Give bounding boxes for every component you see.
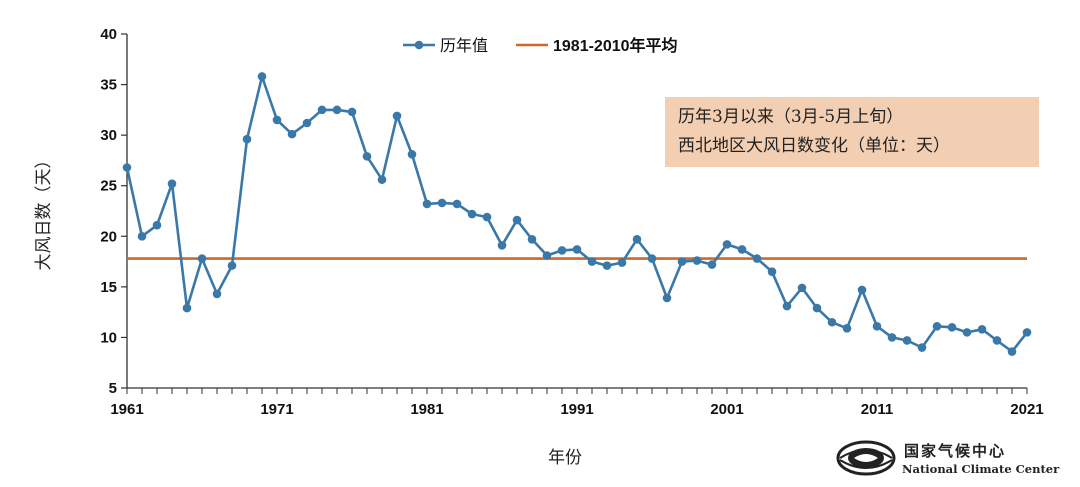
data-point — [602, 261, 612, 270]
data-point — [152, 220, 162, 230]
data-point — [692, 256, 702, 265]
data-point — [497, 241, 507, 250]
data-point — [452, 199, 462, 209]
data-point — [437, 198, 447, 208]
data-point — [1022, 328, 1032, 337]
y-tick-label: 5 — [109, 380, 117, 397]
data-point — [647, 254, 657, 263]
data-point — [317, 105, 327, 115]
x-tick-label: 2021 — [1010, 401, 1043, 418]
data-point — [227, 261, 237, 270]
x-tick-label: 1991 — [560, 401, 593, 418]
data-point — [992, 336, 1002, 345]
data-point — [767, 267, 777, 276]
data-point — [707, 260, 717, 269]
data-point — [752, 254, 762, 263]
y-tick-label: 30 — [100, 127, 117, 144]
data-point — [272, 115, 282, 125]
y-tick-label: 10 — [100, 329, 117, 346]
y-tick-label: 25 — [100, 178, 117, 195]
data-point — [512, 215, 522, 225]
data-point — [797, 283, 807, 293]
data-point — [1007, 347, 1017, 356]
y-tick-label: 15 — [100, 279, 117, 296]
logo-name-en: National Climate Center — [902, 462, 1060, 476]
data-point — [932, 322, 942, 331]
data-point — [287, 129, 297, 139]
data-point — [257, 72, 267, 81]
annotation-line-2: 西北地区大风日数变化（单位：天） — [678, 136, 950, 156]
data-point — [407, 150, 417, 159]
x-tick-label: 2001 — [710, 401, 743, 418]
ncc-logo: 国家气候中心 National Climate Center — [834, 438, 1059, 482]
y-tick-label: 35 — [100, 77, 117, 94]
y-tick-label: 40 — [100, 26, 117, 43]
data-point — [137, 231, 147, 241]
legend-marker-annual — [414, 40, 424, 50]
logo-name-cn: 国家气候中心 — [904, 442, 1007, 460]
data-point — [962, 328, 972, 337]
data-point — [737, 245, 747, 254]
data-point — [902, 336, 912, 345]
data-point — [662, 293, 672, 303]
legend-label-annual: 历年值 — [440, 36, 488, 55]
data-point — [182, 303, 192, 313]
data-point — [392, 111, 402, 121]
data-point — [557, 246, 567, 255]
data-point — [242, 134, 252, 144]
data-point — [467, 209, 477, 219]
data-point — [722, 240, 732, 249]
data-point — [377, 175, 387, 184]
data-point — [827, 317, 837, 327]
data-point — [332, 105, 342, 115]
data-point — [947, 323, 957, 332]
x-axis-title: 年份 — [548, 448, 582, 468]
data-point — [527, 235, 537, 244]
data-point — [542, 251, 552, 260]
data-point — [197, 254, 207, 263]
x-tick-label: 1961 — [110, 401, 143, 418]
x-tick-label: 2011 — [861, 401, 894, 418]
data-point — [857, 285, 867, 295]
data-point — [362, 152, 372, 161]
annotation-line-1: 历年3月以来（3月-5月上旬） — [678, 107, 904, 127]
ncc-emblem-icon — [836, 440, 896, 476]
data-point — [347, 107, 357, 117]
x-tick-label: 1981 — [410, 401, 443, 418]
data-point — [887, 333, 897, 342]
y-tick-label: 20 — [100, 228, 117, 245]
y-axis-title: 大风日数（天） — [34, 152, 54, 271]
data-point — [122, 163, 132, 172]
data-point — [812, 303, 822, 313]
data-point — [782, 301, 792, 311]
data-point — [422, 199, 432, 209]
legend-label-average: 1981-2010年平均 — [553, 36, 678, 55]
data-point — [587, 257, 597, 266]
data-point — [212, 289, 222, 299]
data-point — [872, 322, 882, 331]
chart-annotation-box: 历年3月以来（3月-5月上旬） 西北地区大风日数变化（单位：天） — [665, 97, 1039, 167]
data-point — [482, 212, 492, 222]
data-point — [977, 325, 987, 334]
data-point — [677, 257, 687, 266]
data-point — [617, 258, 627, 267]
x-tick-label: 1971 — [260, 401, 293, 418]
data-point — [842, 324, 852, 333]
data-point — [167, 179, 177, 188]
data-point — [572, 245, 582, 254]
data-point — [632, 235, 642, 244]
data-point — [917, 343, 927, 352]
data-point — [302, 118, 312, 128]
